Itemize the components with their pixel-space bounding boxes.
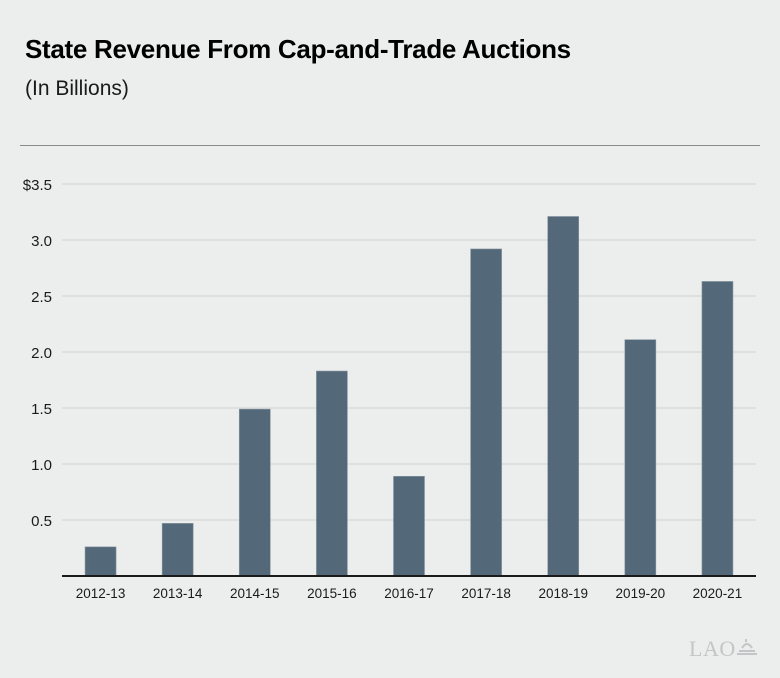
lao-dome-icon [736,639,757,655]
bar-2017-18 [470,248,502,577]
bars [84,216,734,577]
x-tick-label: 2014-15 [230,586,280,601]
x-tick-label: 2015-16 [307,586,357,601]
bar-2014-15 [238,408,271,577]
y-axis-ticks: 0.5 1.0 1.5 2.0 2.5 3.0 $3.5 [23,177,52,530]
y-tick-label: 0.5 [31,513,52,530]
x-tick-label: 2017-18 [461,586,511,601]
y-tick-label: 2.5 [31,289,52,306]
lao-logo: LAO [689,636,760,662]
x-tick-label: 2018-19 [538,586,588,601]
bar-2015-16 [316,370,348,577]
chart-subtitle: (In Billions) [25,77,129,100]
x-tick-label: 2012-13 [76,586,126,601]
bar-2018-19 [547,216,580,577]
bar-2012-13 [84,546,117,577]
bar-2013-14 [161,523,194,577]
x-tick-label: 2019-20 [616,586,666,601]
bar-2020-21 [701,281,734,577]
bar-2019-20 [624,339,657,577]
logo-text: LAO [689,636,736,661]
x-tick-label: 2016-17 [384,586,434,601]
bar-2016-17 [393,476,425,577]
y-tick-label: 3.0 [31,233,52,250]
y-tick-label: 1.0 [31,457,52,474]
y-tick-label: $3.5 [23,177,52,194]
title-divider [20,145,760,146]
x-tick-label: 2020-21 [693,586,743,601]
chart-title: State Revenue From Cap-and-Trade Auction… [25,34,571,64]
y-tick-label: 1.5 [31,401,52,418]
x-axis-ticks: 2012-13 2013-14 2014-15 2015-16 2016-17 2017-… [76,586,742,601]
x-tick-label: 2013-14 [153,586,203,601]
y-tick-label: 2.0 [31,345,52,362]
